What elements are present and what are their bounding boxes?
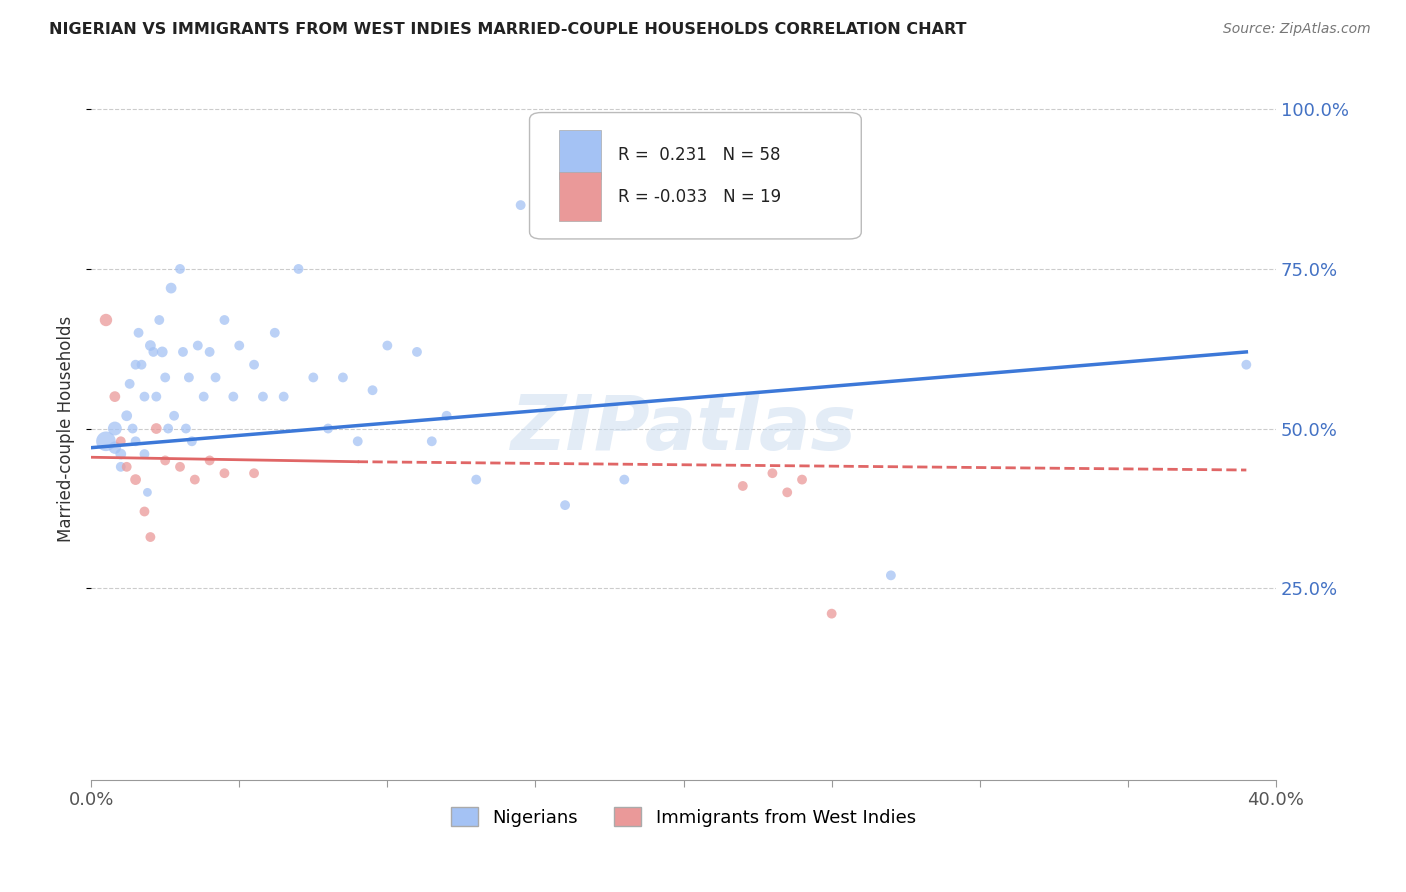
Point xyxy=(377,338,399,352)
Point xyxy=(110,459,132,474)
Point xyxy=(316,421,339,435)
Point xyxy=(790,473,813,487)
Point xyxy=(406,345,429,359)
Point xyxy=(193,390,215,404)
Point xyxy=(214,313,236,327)
Point xyxy=(128,326,150,340)
Text: R =  0.231   N = 58: R = 0.231 N = 58 xyxy=(619,145,780,163)
Point xyxy=(110,434,132,449)
Point xyxy=(124,358,146,372)
Point xyxy=(124,473,146,487)
Point xyxy=(420,434,443,449)
Point xyxy=(302,370,325,384)
Point xyxy=(174,421,197,435)
Point xyxy=(776,485,799,500)
Text: R = -0.033   N = 19: R = -0.033 N = 19 xyxy=(619,188,782,206)
Point xyxy=(273,390,295,404)
Point xyxy=(94,434,117,449)
Text: ZIPatlas: ZIPatlas xyxy=(510,392,856,466)
Point xyxy=(160,281,183,295)
Point xyxy=(134,390,156,404)
Point xyxy=(263,326,285,340)
Point xyxy=(104,441,127,455)
Point xyxy=(169,459,191,474)
Point xyxy=(204,370,226,384)
FancyBboxPatch shape xyxy=(560,172,600,221)
Point xyxy=(94,313,117,327)
Point xyxy=(110,447,132,461)
Point xyxy=(131,358,153,372)
Point xyxy=(243,467,266,481)
Point xyxy=(145,421,167,435)
Point xyxy=(821,607,844,621)
Point xyxy=(180,434,202,449)
Text: Source: ZipAtlas.com: Source: ZipAtlas.com xyxy=(1223,22,1371,37)
Point xyxy=(115,459,138,474)
Point xyxy=(177,370,200,384)
FancyBboxPatch shape xyxy=(560,130,600,179)
Point xyxy=(228,338,250,352)
Point xyxy=(121,421,143,435)
Point xyxy=(169,262,191,277)
Y-axis label: Married-couple Households: Married-couple Households xyxy=(58,316,75,541)
Point xyxy=(187,338,209,352)
Point xyxy=(243,358,266,372)
Point xyxy=(163,409,186,423)
Point xyxy=(198,453,221,467)
Text: NIGERIAN VS IMMIGRANTS FROM WEST INDIES MARRIED-COUPLE HOUSEHOLDS CORRELATION CH: NIGERIAN VS IMMIGRANTS FROM WEST INDIES … xyxy=(49,22,967,37)
Point xyxy=(157,421,180,435)
Point xyxy=(509,198,531,212)
Point xyxy=(436,409,458,423)
Point xyxy=(731,204,754,219)
Point xyxy=(148,313,170,327)
Point xyxy=(172,345,194,359)
Point xyxy=(761,467,783,481)
Point xyxy=(184,473,207,487)
Point xyxy=(731,479,754,493)
Point xyxy=(198,345,221,359)
Point xyxy=(613,473,636,487)
Point xyxy=(104,421,127,435)
Point xyxy=(118,376,141,391)
Point xyxy=(346,434,368,449)
Point xyxy=(134,504,156,518)
Point xyxy=(142,345,165,359)
Point xyxy=(332,370,354,384)
Point xyxy=(153,370,176,384)
Point xyxy=(115,409,138,423)
Point xyxy=(104,390,127,404)
Legend: Nigerians, Immigrants from West Indies: Nigerians, Immigrants from West Indies xyxy=(444,800,924,834)
Point xyxy=(145,390,167,404)
Point xyxy=(361,383,384,397)
Point xyxy=(252,390,274,404)
Point xyxy=(139,530,162,544)
Point xyxy=(134,447,156,461)
Point xyxy=(139,338,162,352)
Point xyxy=(672,166,695,180)
Point xyxy=(465,473,488,487)
Point xyxy=(287,262,309,277)
Point xyxy=(554,498,576,512)
Point xyxy=(124,434,146,449)
Point xyxy=(222,390,245,404)
FancyBboxPatch shape xyxy=(530,112,862,239)
Point xyxy=(136,485,159,500)
Point xyxy=(214,467,236,481)
Point xyxy=(1234,358,1257,372)
Point xyxy=(150,345,173,359)
Point xyxy=(880,568,903,582)
Point xyxy=(153,453,176,467)
